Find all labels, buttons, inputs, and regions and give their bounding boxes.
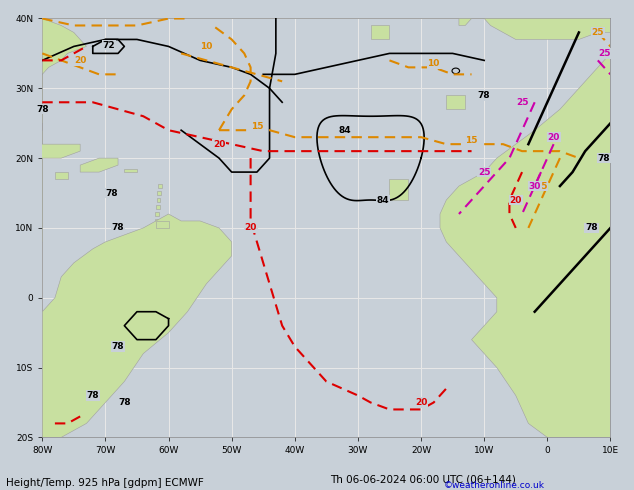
Polygon shape xyxy=(11,137,80,158)
Text: Height/Temp. 925 hPa [gdpm] ECMWF: Height/Temp. 925 hPa [gdpm] ECMWF xyxy=(6,478,204,488)
Text: 25: 25 xyxy=(478,168,491,176)
Text: 72: 72 xyxy=(102,41,115,49)
Polygon shape xyxy=(446,95,465,109)
Text: 30: 30 xyxy=(529,182,541,191)
Polygon shape xyxy=(459,19,472,25)
Text: 20: 20 xyxy=(74,56,86,65)
Text: 78: 78 xyxy=(36,105,49,114)
Polygon shape xyxy=(389,179,408,200)
Text: 20: 20 xyxy=(510,196,522,204)
Text: 25: 25 xyxy=(598,49,611,58)
Polygon shape xyxy=(155,212,159,216)
Text: 78: 78 xyxy=(478,91,491,100)
Text: 15: 15 xyxy=(465,136,478,145)
Text: 10: 10 xyxy=(427,59,440,69)
Polygon shape xyxy=(124,169,137,172)
Polygon shape xyxy=(370,25,389,39)
Polygon shape xyxy=(155,219,158,223)
Text: 78: 78 xyxy=(118,398,131,407)
Text: 78: 78 xyxy=(86,391,99,400)
Text: 78: 78 xyxy=(112,223,124,232)
Polygon shape xyxy=(55,172,68,179)
Polygon shape xyxy=(156,221,169,228)
Text: 78: 78 xyxy=(598,154,611,163)
Polygon shape xyxy=(484,19,611,39)
Text: ©weatheronline.co.uk: ©weatheronline.co.uk xyxy=(444,481,545,490)
Text: 78: 78 xyxy=(112,342,124,351)
Polygon shape xyxy=(0,19,86,242)
Text: 20: 20 xyxy=(213,140,225,148)
Polygon shape xyxy=(154,226,158,230)
Text: 78: 78 xyxy=(585,223,598,232)
Polygon shape xyxy=(157,198,160,202)
Polygon shape xyxy=(157,191,161,195)
Text: 20: 20 xyxy=(547,133,560,142)
Text: Th 06-06-2024 06:00 UTC (06+144): Th 06-06-2024 06:00 UTC (06+144) xyxy=(330,474,515,484)
Polygon shape xyxy=(80,158,118,172)
Polygon shape xyxy=(158,184,162,188)
Text: 15: 15 xyxy=(250,122,263,131)
Text: 10: 10 xyxy=(200,42,212,51)
Text: 84: 84 xyxy=(339,126,352,135)
Text: 20: 20 xyxy=(415,398,427,407)
Polygon shape xyxy=(440,19,611,438)
Text: 25: 25 xyxy=(516,98,528,107)
Polygon shape xyxy=(156,205,160,209)
Polygon shape xyxy=(42,214,231,438)
Text: 78: 78 xyxy=(105,189,118,197)
Text: 25: 25 xyxy=(592,28,604,37)
Text: 84: 84 xyxy=(377,196,389,204)
Text: 15: 15 xyxy=(534,182,547,191)
Text: 20: 20 xyxy=(245,223,257,232)
